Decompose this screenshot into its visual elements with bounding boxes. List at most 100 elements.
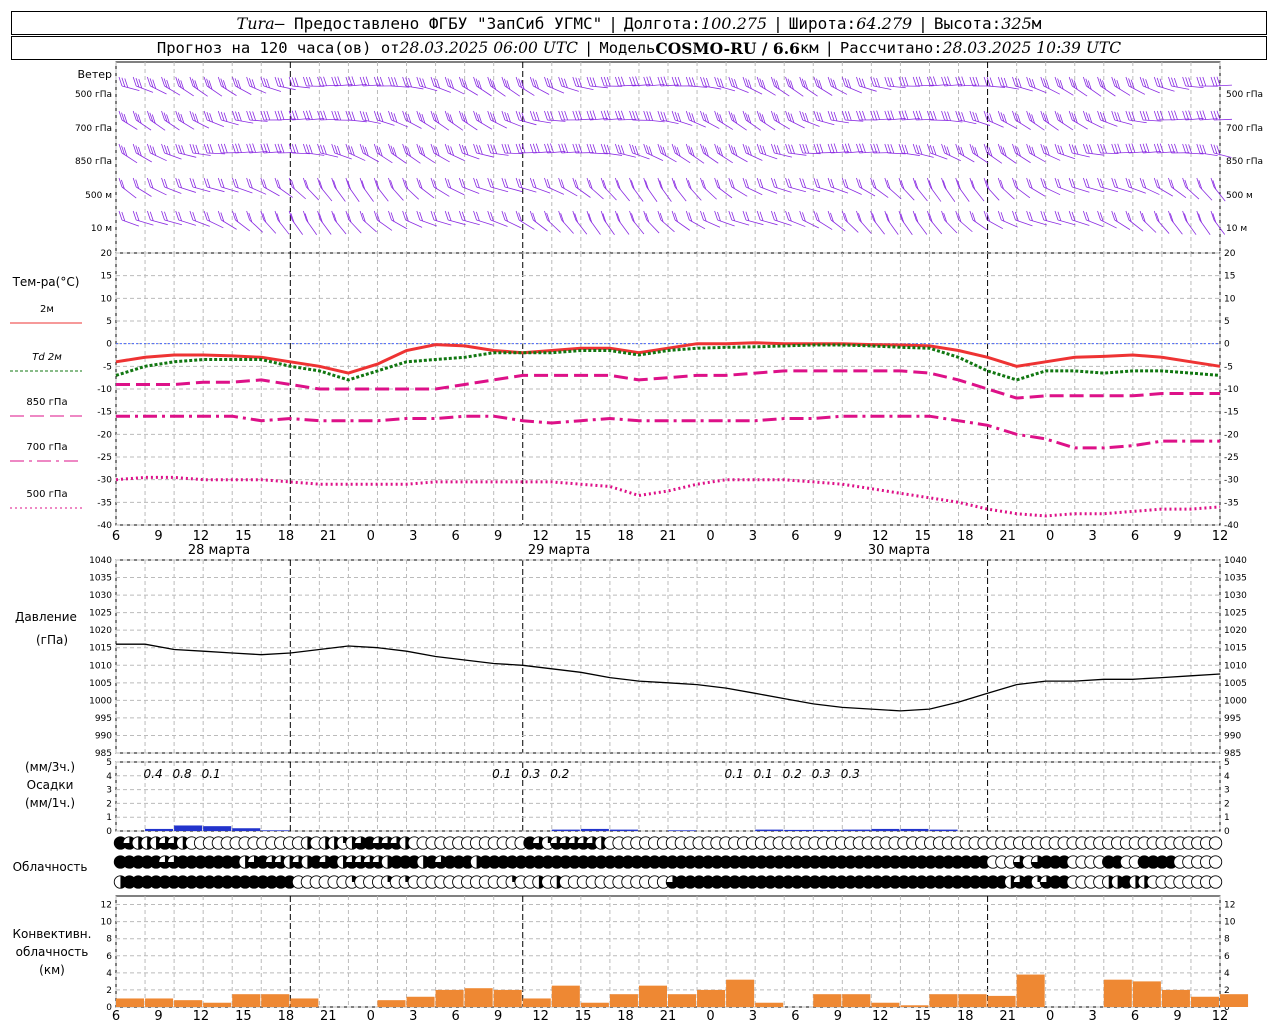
- wind-barb-feather: [376, 145, 381, 155]
- wind-barb: [1040, 177, 1061, 196]
- wind-barb-feather: [444, 110, 449, 121]
- hour-tick-label: 12: [1212, 1009, 1229, 1024]
- wind-barb: [274, 143, 297, 154]
- wind-barb: [941, 110, 963, 123]
- wind-barb-feather: [643, 143, 648, 154]
- wind-barb-feather: [323, 76, 327, 86]
- wind-barb-feather: [290, 213, 295, 223]
- wind-barb-feather: [1071, 211, 1076, 222]
- wind-barb-feather: [390, 112, 395, 122]
- wind-barb: [232, 76, 252, 95]
- wind-barb: [983, 76, 1006, 88]
- y-tick-label: 0: [106, 340, 112, 350]
- wind-barb-feather: [629, 177, 633, 188]
- wind-barb-feather: [872, 213, 876, 223]
- wind-barb-feather: [691, 77, 696, 87]
- wind-barb-feather: [359, 210, 364, 221]
- wind-barb-feather: [1182, 143, 1187, 154]
- convective-bar: [842, 994, 871, 1007]
- wind-barb-feather: [132, 210, 137, 221]
- wind-barb-feather: [375, 180, 380, 190]
- wind-barb: [501, 76, 520, 97]
- y-tick-label: 5: [106, 317, 112, 327]
- wind-barb-feather: [518, 212, 523, 222]
- wind-barb: [657, 143, 677, 163]
- wind-barb-feather: [685, 143, 690, 154]
- wind-barb-feather: [331, 177, 336, 188]
- wind-barb: [558, 143, 580, 154]
- wind-barb: [728, 76, 749, 93]
- wind-barb-feather: [862, 143, 866, 153]
- wind-barb-feather: [841, 110, 846, 121]
- wind-barb: [799, 76, 818, 97]
- wind-barb-feather: [918, 145, 923, 155]
- wind-barb-feather: [971, 180, 976, 190]
- y-tick-label: -15: [1224, 408, 1239, 418]
- wind-barb-feather: [761, 114, 766, 124]
- wind-barb-feather: [890, 77, 895, 87]
- wind-barb: [586, 110, 608, 121]
- wind-barb-feather: [830, 212, 834, 222]
- wind-barb: [1111, 76, 1131, 96]
- wind-barb-feather: [745, 145, 750, 155]
- wind-barb-feather: [856, 76, 860, 87]
- wind-barb-feather: [192, 211, 197, 222]
- wind-barb: [501, 177, 523, 193]
- precip-amount-label: 0.1: [492, 767, 511, 781]
- wind-barb-feather: [490, 144, 495, 154]
- wind-barb-feather: [490, 211, 494, 222]
- wind-barb-feather: [997, 110, 1002, 121]
- wind-barb-feather: [1153, 76, 1158, 87]
- wind-barb: [856, 210, 872, 234]
- wind-level-label: 700 гПа: [75, 124, 112, 134]
- wind-barb: [856, 177, 876, 197]
- wind-barb: [884, 177, 902, 200]
- wind-barb: [345, 210, 362, 234]
- wind-barb: [1082, 210, 1104, 228]
- wind-barb-feather: [674, 212, 678, 222]
- wind-barb-feather: [617, 144, 622, 154]
- wind-barb: [586, 143, 608, 155]
- alt-value: 325: [1001, 13, 1032, 33]
- wind-barb-feather: [1073, 80, 1078, 90]
- wind-barb-feather: [858, 77, 863, 88]
- convective-bar: [435, 989, 464, 1007]
- wind-barb-shaft: [901, 152, 920, 156]
- precip-amount-label: 0.8: [173, 767, 192, 781]
- wind-barb-feather: [986, 77, 991, 87]
- wind-barb-feather: [688, 212, 693, 222]
- wind-barb: [1182, 210, 1197, 235]
- wind-barb: [657, 110, 679, 125]
- wind-barb: [884, 143, 906, 155]
- wind-barb-feather: [816, 143, 821, 154]
- wind-barb: [1168, 110, 1190, 121]
- wind-barb-feather: [308, 110, 313, 120]
- wind-barb-feather: [1000, 77, 1005, 87]
- wind-barb-feather: [988, 147, 993, 157]
- wind-barb-feather: [487, 143, 492, 154]
- wind-barb: [1054, 110, 1074, 131]
- wind-barb: [232, 210, 251, 232]
- wind-barb: [572, 177, 591, 198]
- y-tick-label: 0: [106, 827, 112, 837]
- wind-barb: [1026, 177, 1046, 197]
- wind-barb-feather: [1054, 177, 1059, 188]
- wind-barb: [728, 177, 748, 197]
- wind-barb-feather: [646, 145, 650, 155]
- wind-barb: [898, 143, 920, 156]
- wind-barb-feather: [280, 78, 285, 88]
- wind-barb-feather: [801, 78, 806, 88]
- wind-barb: [1168, 76, 1190, 90]
- wind-barb-feather: [189, 143, 194, 154]
- wind-barb-feather: [770, 177, 775, 188]
- precip-bar: [551, 829, 580, 831]
- wind-barb-feather: [388, 210, 392, 221]
- wind-barb: [430, 76, 451, 93]
- wind-barb-feather: [1131, 111, 1136, 122]
- wind-barb-feather: [645, 180, 649, 190]
- wind-barb-feather: [419, 77, 424, 87]
- wind-barb-feather: [180, 113, 185, 124]
- wind-barb-feather: [266, 78, 270, 88]
- wind-barb-feather: [447, 112, 452, 122]
- wind-barb-feather: [787, 112, 792, 122]
